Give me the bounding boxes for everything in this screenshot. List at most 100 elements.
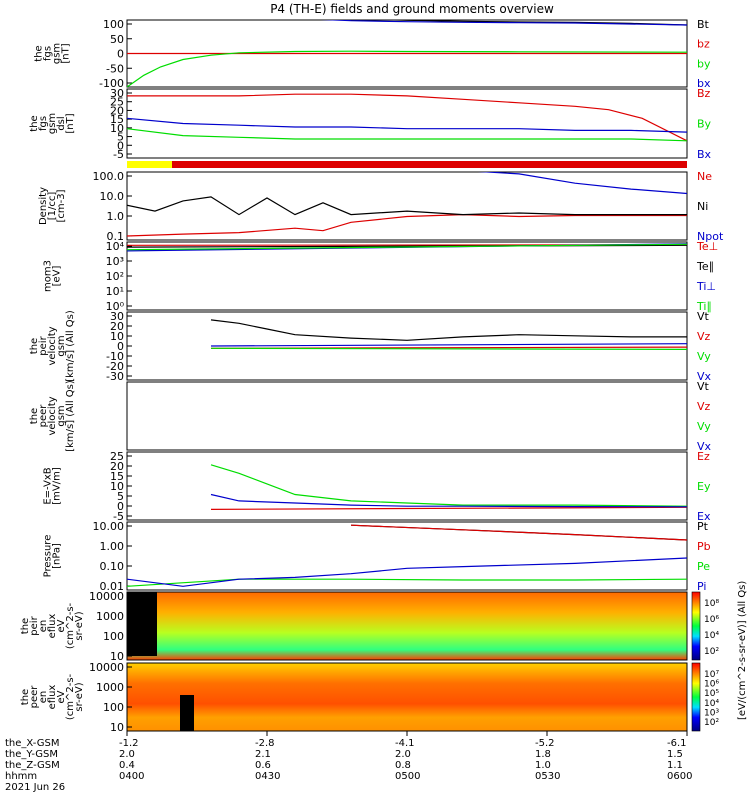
y-tick-label: 10⁰	[106, 300, 125, 313]
legend-efield-Ey: Ey	[697, 480, 711, 493]
y-tick-label: 0	[117, 139, 124, 152]
legend-fgs-Bt: Bt	[697, 18, 710, 31]
y-axis-label: gsm	[47, 113, 58, 134]
time-axis-value: 1.8	[535, 749, 551, 760]
y-axis-label: peir	[38, 335, 49, 355]
colorbar-tick: 10⁶	[704, 680, 719, 690]
y-axis-label: gsm	[56, 405, 67, 426]
legend-vel-Vx: Vx	[697, 370, 712, 383]
y-axis-label: en	[38, 620, 49, 633]
legend-pressure-Pb: Pb	[697, 540, 711, 553]
y-tick-label: 10000	[89, 661, 124, 674]
legend-pressure-Pt: Pt	[697, 520, 709, 533]
panel-peer_eflux: 10000 1000 100 10 thepeerenefluxeV(cm^2-s-sr…	[20, 661, 719, 734]
time-axis-value: 2.0	[395, 749, 411, 760]
y-axis-label: mom3	[43, 260, 54, 292]
y-axis-label: Density	[38, 187, 49, 225]
y-axis-label: eflux	[47, 614, 58, 639]
colorbar-tick: 10⁸	[704, 599, 719, 609]
time-axis-value: 1.1	[667, 760, 683, 771]
legend-vel_e-Vz: Vz	[697, 400, 711, 413]
legend-efield-Ex: Ex	[697, 510, 711, 523]
legend-density-Ne: Ne	[697, 170, 712, 183]
legend-pressure-Pe: Pe	[697, 560, 710, 573]
series-fgs-Bt	[375, 20, 687, 26]
heatmap-gap	[180, 695, 194, 731]
mode-indicator-bar	[127, 161, 687, 168]
colorbar-peer	[691, 662, 701, 732]
y-axis-label: fgs	[38, 116, 49, 131]
panel-peir_eflux: 10000 1000 100 10 thepeirenefluxeV(cm^2-s-sr…	[20, 590, 719, 663]
series-efield-Ez	[210, 506, 687, 510]
legend-fgs_gse-Bx: Bx	[697, 148, 712, 161]
y-tick-label: 0	[117, 500, 124, 513]
y-axis-label: fgs	[43, 46, 54, 61]
y-axis-label: gsm	[56, 335, 67, 356]
legend-fgs-bz: bz	[697, 38, 710, 51]
y-tick-label: 10³	[106, 255, 124, 268]
y-axis-label: the	[34, 45, 45, 61]
y-tick-label: 10	[110, 480, 124, 493]
time-axis-row-label: the_Z-GSM	[5, 760, 60, 771]
series-fgs_gse-By	[127, 128, 687, 142]
legend-efield-Ez: Ez	[697, 450, 710, 463]
y-tick-label: 10⁴	[106, 240, 125, 253]
time-axis-value: 0500	[395, 771, 420, 782]
y-axis-label: [nT]	[65, 113, 76, 133]
y-axis-label: sr-eV)	[74, 682, 85, 711]
y-axis-label: [1/cc]	[47, 192, 58, 221]
series-temp-Ti∥	[127, 243, 687, 251]
y-axis-label: gsm	[52, 43, 63, 64]
y-tick-label: 0	[117, 48, 124, 61]
time-axis-value: 0600	[667, 771, 692, 782]
y-tick-label: 1000	[96, 681, 124, 694]
y-tick-label: -50	[106, 62, 124, 75]
y-axis-label: (cm^2-s-	[65, 602, 76, 649]
legend-temp-Ti∥: Ti∥	[696, 300, 712, 313]
y-tick-label: -5	[113, 510, 124, 523]
series-pressure-Pb	[350, 524, 687, 541]
series-density-Ne	[127, 213, 687, 237]
series-efield-Ey	[210, 464, 687, 507]
legend-pressure-Pi: Pi	[697, 580, 706, 593]
legend-vel-Vz: Vz	[697, 330, 711, 343]
colorbar-tick: 10²	[704, 718, 719, 728]
colorbar-tick: 10⁴	[704, 631, 719, 641]
y-axis-label: [nPa]	[52, 543, 63, 569]
y-tick-label: 10.0	[100, 190, 125, 203]
y-tick-label: 0.1	[107, 230, 125, 243]
panel-temp: 10⁴ 10³ 10² 10¹ 10⁰ mom3[eV] Te⊥ Te∥ Ti⊥ Ti∥	[43, 240, 719, 313]
series-pressure-Pi	[127, 557, 687, 587]
series-fgs-bx	[320, 20, 687, 26]
series-density-Npot	[477, 172, 687, 195]
y-axis-label: E=-VxB	[43, 467, 54, 504]
legend-vel-Vt: Vt	[697, 310, 710, 323]
time-axis-value: 2.1	[255, 749, 271, 760]
panel-frame	[126, 381, 688, 451]
y-axis-label: peir	[29, 615, 40, 635]
y-axis-label: the	[20, 689, 31, 705]
y-tick-label: 0.10	[100, 560, 125, 573]
series-efield-Ex	[210, 493, 687, 508]
y-tick-label: 5	[117, 490, 124, 503]
y-tick-label: 10	[110, 330, 124, 343]
series-pressure-Pe	[127, 578, 687, 587]
time-axis-value: 0.4	[119, 760, 135, 771]
time-axis-value: 0.6	[255, 760, 271, 771]
y-tick-label: 1.0	[107, 210, 125, 223]
time-axis-row-label: 2021 Jun 26	[5, 782, 65, 793]
legend-vel_e-Vy: Vy	[697, 420, 711, 433]
panel-frame	[126, 451, 688, 521]
time-axis-value: 0430	[255, 771, 280, 782]
y-tick-label: 30	[110, 310, 124, 323]
time-axis-value: -4.1	[395, 738, 415, 749]
legend-temp-Te∥: Te∥	[696, 260, 714, 273]
y-axis-label: eV	[56, 619, 67, 632]
time-axis-row-label: the_X-GSM	[5, 738, 59, 749]
y-tick-label: 25	[110, 450, 124, 463]
y-axis-label: (cm^2-s-	[65, 673, 76, 720]
series-vel-Vt	[210, 319, 687, 341]
y-tick-label: 1.00	[100, 540, 125, 553]
